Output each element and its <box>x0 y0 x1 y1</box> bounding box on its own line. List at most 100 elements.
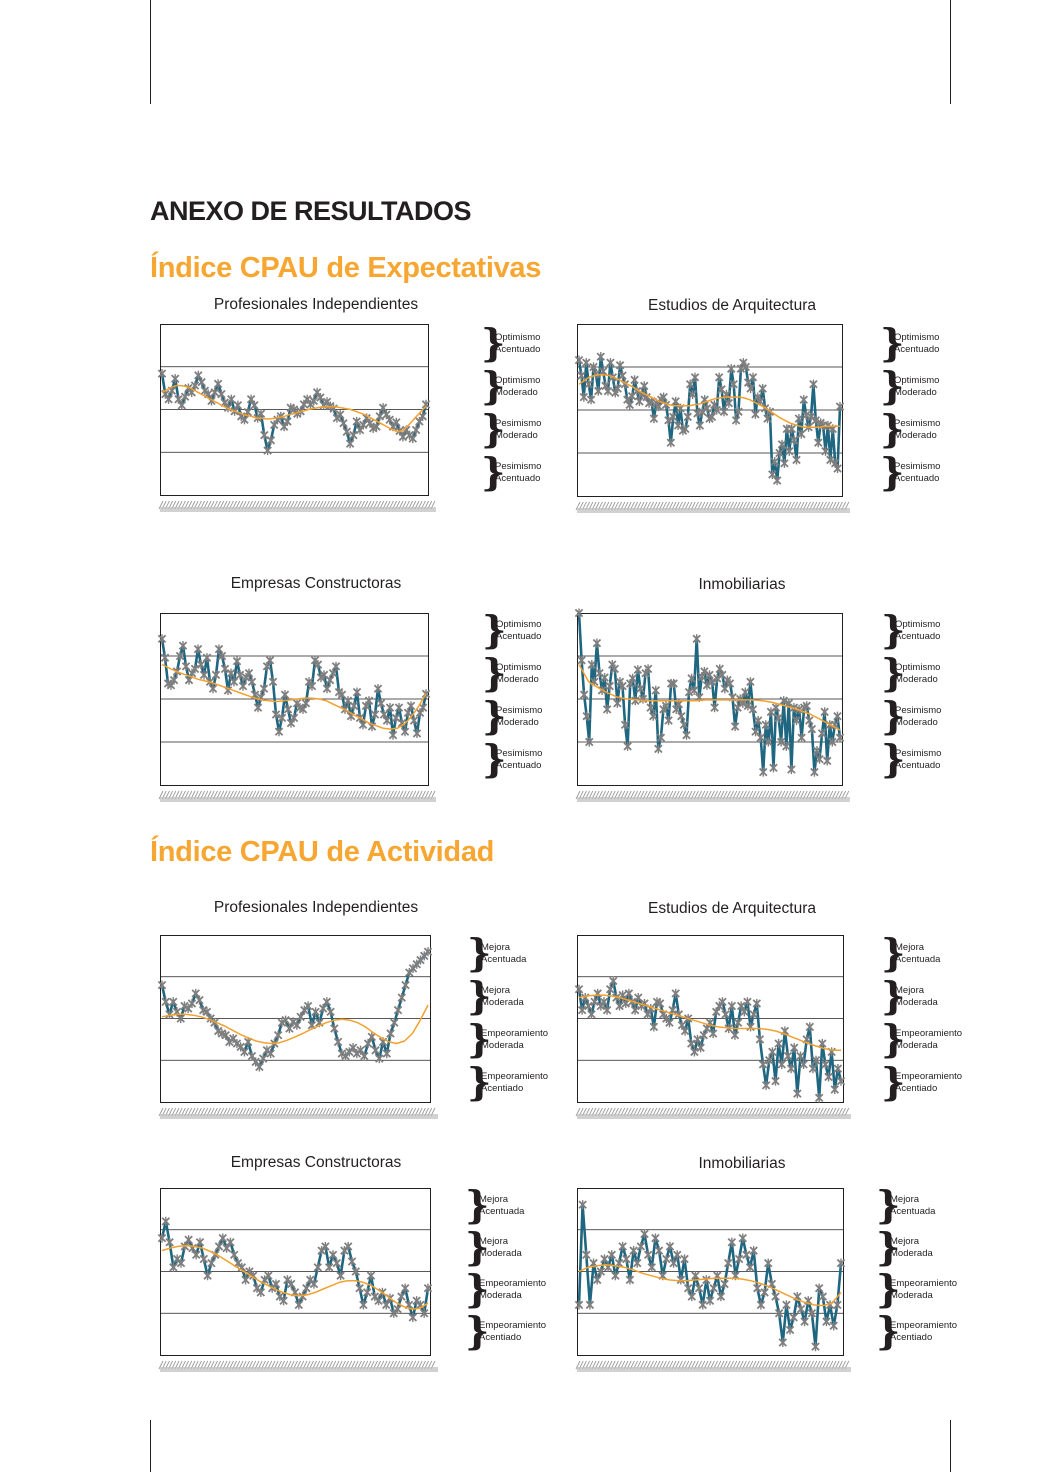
data-point <box>584 379 593 389</box>
legend-level-label: Empeoramiento Acentiado <box>481 1071 548 1094</box>
data-point <box>782 1300 791 1310</box>
data-point <box>771 1291 780 1302</box>
legend-brace: } <box>876 1308 901 1353</box>
data-point <box>634 993 643 1003</box>
legend-level-line: Moderado <box>895 673 938 685</box>
data-point <box>587 1009 596 1019</box>
legend-level-line: Empeoramiento <box>895 1028 963 1039</box>
data-point <box>818 1291 828 1302</box>
data-point <box>602 704 612 714</box>
data-point <box>822 756 832 766</box>
data-point <box>730 721 740 732</box>
data-point <box>820 707 829 717</box>
data-point <box>782 741 791 751</box>
x-tick-label <box>575 1360 581 1370</box>
data-point <box>721 1009 730 1019</box>
legend-level-label: Optimismo Moderado <box>894 375 939 398</box>
data-point <box>412 728 422 738</box>
line-chart <box>157 324 436 512</box>
data-point <box>610 664 620 674</box>
data-point <box>579 392 589 402</box>
data-point <box>157 980 167 990</box>
legend-level-label: Mejora Moderada <box>895 985 938 1008</box>
legend-level-line: Empeoramiento <box>890 1278 958 1289</box>
data-point <box>687 1038 696 1049</box>
trend-line <box>161 384 427 433</box>
data-point <box>271 709 281 720</box>
data-point <box>693 1034 702 1044</box>
data-point <box>808 1064 818 1074</box>
x-tick-label-band <box>160 797 436 802</box>
legend-level-line: Pesimismo <box>496 748 543 759</box>
legend-brace: } <box>881 973 906 1018</box>
legend-level-line: Moderada <box>895 996 938 1008</box>
trend-line <box>161 1244 429 1310</box>
x-tick-labels <box>575 1360 851 1372</box>
data-point <box>388 730 398 740</box>
data-point <box>647 1262 657 1272</box>
legend-level-line: Pesimismo <box>895 705 942 716</box>
data-point <box>161 997 170 1007</box>
data-point <box>833 463 842 474</box>
data-point <box>309 1279 319 1289</box>
data-point <box>170 374 180 384</box>
data-point <box>611 1271 620 1281</box>
data-point <box>649 1022 659 1032</box>
legend-level-label: Mejora Acentuada <box>479 1194 524 1217</box>
data-point <box>382 715 392 726</box>
data-point <box>695 420 705 431</box>
data-point <box>584 737 594 747</box>
data-point <box>372 422 381 432</box>
legend-level-line: Pesimismo <box>495 461 542 472</box>
data-point <box>655 998 665 1009</box>
data-point <box>753 1283 762 1293</box>
data-point <box>725 678 735 689</box>
data-point <box>302 1283 311 1293</box>
data-point <box>684 687 694 697</box>
data-point <box>621 998 631 1009</box>
data-point <box>702 680 712 690</box>
data-point <box>705 1296 715 1306</box>
crop-mark-top-left <box>150 0 151 104</box>
data-point <box>805 715 814 726</box>
line-chart <box>574 608 850 802</box>
legend-level-label: Pesimismo Acentuado <box>496 748 542 771</box>
legend-level-line: Optimismo <box>895 662 941 673</box>
legend-level-label: Empeoramiento Moderada <box>895 1028 962 1051</box>
data-point <box>780 458 789 468</box>
data-point <box>411 425 421 435</box>
trend-line <box>161 1004 429 1045</box>
data-point <box>202 653 212 663</box>
data-point <box>710 703 719 713</box>
legend-level-line: Optimismo <box>894 332 940 343</box>
data-point <box>307 681 317 691</box>
data-point <box>622 1254 631 1264</box>
trend-line <box>578 664 841 731</box>
data-point <box>836 1258 846 1268</box>
data-point <box>799 395 808 405</box>
x-tick-labels <box>158 500 436 512</box>
data-point <box>755 1034 765 1044</box>
data-point <box>229 1250 239 1260</box>
legend-level-label: Pesimismo Moderado <box>496 705 542 728</box>
data-point <box>280 690 290 700</box>
legend-level-line: Moderado <box>894 429 937 441</box>
data-point <box>802 701 811 711</box>
data-point <box>669 1258 678 1268</box>
data-point <box>654 744 663 754</box>
data-point <box>582 358 591 368</box>
data-point <box>606 358 615 368</box>
data-point <box>615 1001 624 1011</box>
legend-level-label: Empeoramiento Moderada <box>479 1278 546 1301</box>
data-point <box>792 455 801 465</box>
data-point <box>250 400 259 410</box>
data-point <box>392 417 401 427</box>
data-point <box>298 1291 307 1302</box>
data-point <box>731 415 741 425</box>
data-point <box>789 435 799 445</box>
legend-level-line: Optimismo <box>496 619 542 630</box>
data-point <box>337 690 347 700</box>
line-chart <box>574 324 850 513</box>
data-point <box>679 720 689 730</box>
data-point <box>689 685 699 695</box>
